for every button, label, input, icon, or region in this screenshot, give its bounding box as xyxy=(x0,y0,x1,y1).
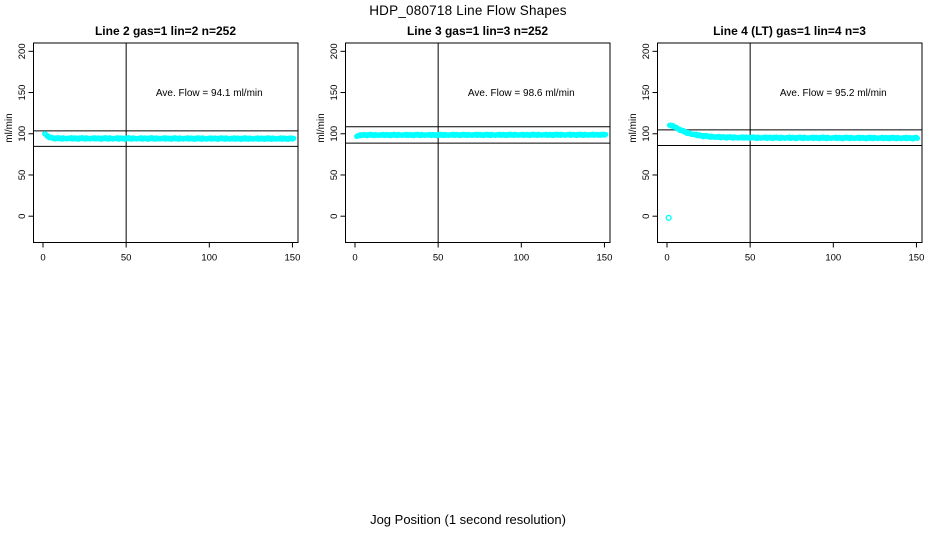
x-tick-label: 50 xyxy=(745,253,756,264)
x-tick-label: 100 xyxy=(513,253,529,264)
x-tick-label: 50 xyxy=(121,253,132,264)
plot-box xyxy=(33,42,299,243)
y-axis-label: ml/min xyxy=(4,113,15,142)
data-point xyxy=(914,135,921,142)
y-tick-label: 0 xyxy=(329,214,340,219)
panel-plot-area: 0 50 100 150 0 50 100 150 200 ml/min Ave. Flow = 9… xyxy=(4,42,301,264)
panel-title: Line 4 (LT) gas=1 lin=4 n=3 xyxy=(713,24,866,38)
y-tick-label: 200 xyxy=(641,43,652,59)
ave-flow-annotation: Ave. Flow = 94.1 ml/min xyxy=(156,88,263,99)
data-points xyxy=(665,122,921,221)
y-axis-label: ml/min xyxy=(316,113,327,142)
data-points xyxy=(42,131,297,143)
x-axis-label: Jog Position (1 second resolution) xyxy=(370,512,566,527)
y-tick-label: 0 xyxy=(641,214,652,219)
y-tick-label: 100 xyxy=(641,126,652,142)
ave-flow-annotation: Ave. Flow = 98.6 ml/min xyxy=(468,88,575,99)
x-tick-label: 0 xyxy=(352,253,357,264)
y-tick-label: 50 xyxy=(329,170,340,181)
plot-box xyxy=(345,42,611,243)
data-point xyxy=(291,135,297,141)
panel-plot-area: 0 50 100 150 0 50 100 150 200 ml/min Ave. Flow = 9… xyxy=(628,42,925,264)
data-points xyxy=(354,131,609,139)
x-tick-label: 150 xyxy=(909,253,925,264)
x-tick-label: 50 xyxy=(433,253,444,264)
plot-panel: Line 4 (LT) gas=1 lin=4 n=3 0 50 100 150 0 50… xyxy=(624,0,936,270)
y-tick-label: 150 xyxy=(641,85,652,101)
plot-box xyxy=(657,42,923,243)
panel-title: Line 2 gas=1 lin=2 n=252 xyxy=(94,24,237,38)
y-axis-label: ml/min xyxy=(628,113,639,142)
ave-flow-annotation: Ave. Flow = 95.2 ml/min xyxy=(780,88,887,99)
x-tick-label: 150 xyxy=(597,253,613,264)
x-tick-label: 150 xyxy=(285,253,301,264)
x-tick-label: 0 xyxy=(664,253,669,264)
plot-panel: Line 3 gas=1 lin=3 n=252 0 50 100 150 0 50 100… xyxy=(312,0,624,270)
y-tick-label: 150 xyxy=(17,85,28,101)
y-tick-label: 50 xyxy=(641,170,652,181)
panel-title: Line 3 gas=1 lin=3 n=252 xyxy=(406,24,549,38)
y-tick-label: 200 xyxy=(17,43,28,59)
y-tick-label: 50 xyxy=(17,170,28,181)
x-tick-label: 0 xyxy=(40,253,45,264)
y-tick-label: 100 xyxy=(17,126,28,142)
y-tick-label: 150 xyxy=(329,85,340,101)
x-tick-label: 100 xyxy=(201,253,217,264)
data-point xyxy=(603,131,609,138)
y-tick-label: 200 xyxy=(329,43,340,59)
outlier-point xyxy=(665,214,672,221)
y-tick-label: 100 xyxy=(329,126,340,142)
figure-title: HDP_080718 Line Flow Shapes xyxy=(369,3,567,18)
y-tick-label: 0 xyxy=(17,214,28,219)
x-tick-label: 100 xyxy=(825,253,841,264)
panel-plot-area: 0 50 100 150 0 50 100 150 200 ml/min Ave. Flow = 9… xyxy=(316,42,613,264)
plot-panel: Line 2 gas=1 lin=2 n=252 0 50 100 150 0 50 100… xyxy=(0,0,312,270)
